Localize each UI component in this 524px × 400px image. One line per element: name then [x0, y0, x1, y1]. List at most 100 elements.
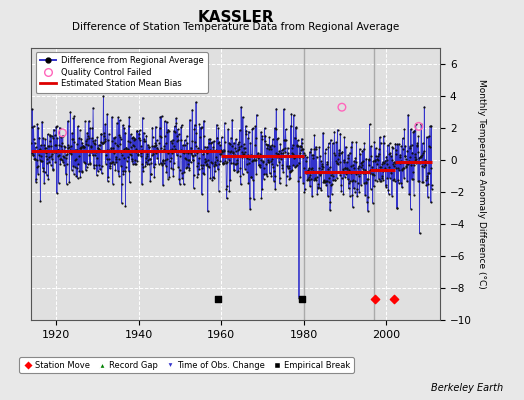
Point	[363, 176, 371, 182]
Point	[110, 150, 118, 156]
Point	[71, 146, 80, 153]
Point	[281, 126, 290, 132]
Point	[377, 178, 386, 184]
Point	[272, 162, 281, 168]
Point	[301, 186, 309, 192]
Point	[148, 134, 157, 141]
Point	[193, 174, 202, 180]
Point	[165, 150, 173, 156]
Point	[275, 159, 283, 165]
Point	[374, 153, 382, 159]
Point	[316, 153, 324, 160]
Point	[257, 195, 266, 202]
Point	[146, 178, 155, 184]
Point	[367, 153, 376, 160]
Point	[54, 180, 63, 186]
Point	[368, 200, 377, 206]
Point	[152, 142, 161, 148]
Point	[123, 154, 132, 160]
Point	[57, 156, 65, 162]
Point	[50, 149, 58, 156]
Point	[293, 143, 301, 149]
Point	[418, 163, 426, 170]
Point	[334, 156, 342, 162]
Point	[418, 152, 426, 158]
Point	[424, 180, 433, 187]
Point	[264, 159, 272, 165]
Point	[242, 123, 250, 129]
Point	[159, 182, 167, 188]
Point	[148, 124, 157, 131]
Point	[225, 140, 233, 146]
Point	[39, 168, 48, 174]
Point	[299, 146, 308, 152]
Point	[253, 152, 261, 159]
Point	[47, 153, 55, 159]
Point	[365, 156, 373, 163]
Point	[160, 118, 169, 124]
Point	[83, 136, 91, 142]
Point	[237, 142, 246, 149]
Point	[75, 135, 83, 141]
Point	[268, 156, 276, 162]
Point	[102, 160, 110, 167]
Point	[312, 177, 320, 184]
Point	[320, 179, 329, 185]
Point	[78, 140, 86, 146]
Point	[331, 177, 339, 184]
Point	[100, 133, 108, 139]
Point	[355, 163, 363, 170]
Point	[170, 160, 179, 166]
Point	[280, 136, 288, 143]
Point	[115, 156, 124, 162]
Point	[263, 141, 271, 148]
Point	[122, 164, 130, 170]
Point	[143, 150, 151, 157]
Point	[423, 175, 432, 182]
Point	[361, 167, 369, 173]
Point	[184, 164, 193, 171]
Point	[195, 165, 203, 172]
Point	[203, 144, 211, 150]
Point	[88, 148, 96, 154]
Point	[183, 156, 192, 163]
Point	[248, 126, 256, 132]
Point	[177, 124, 185, 130]
Point	[191, 152, 199, 158]
Point	[323, 178, 331, 184]
Point	[31, 156, 39, 162]
Point	[363, 176, 372, 182]
Point	[118, 168, 127, 174]
Point	[95, 146, 103, 152]
Point	[260, 125, 269, 131]
Point	[265, 158, 273, 165]
Point	[236, 165, 244, 172]
Point	[289, 151, 298, 157]
Point	[363, 199, 372, 206]
Point	[43, 131, 52, 138]
Point	[28, 124, 37, 130]
Point	[110, 134, 118, 141]
Point	[51, 158, 59, 165]
Point	[370, 138, 379, 145]
Point	[374, 157, 383, 164]
Point	[182, 165, 190, 171]
Point	[335, 147, 343, 153]
Point	[149, 164, 158, 170]
Point	[40, 169, 49, 176]
Point	[30, 156, 38, 162]
Point	[54, 153, 62, 159]
Point	[163, 176, 172, 182]
Point	[89, 138, 97, 144]
Point	[165, 174, 173, 180]
Point	[65, 149, 73, 156]
Point	[179, 181, 188, 188]
Point	[353, 193, 362, 200]
Point	[332, 160, 341, 166]
Point	[38, 158, 46, 164]
Point	[394, 165, 402, 171]
Point	[119, 171, 127, 177]
Point	[86, 149, 95, 156]
Point	[201, 156, 210, 162]
Point	[220, 148, 228, 154]
